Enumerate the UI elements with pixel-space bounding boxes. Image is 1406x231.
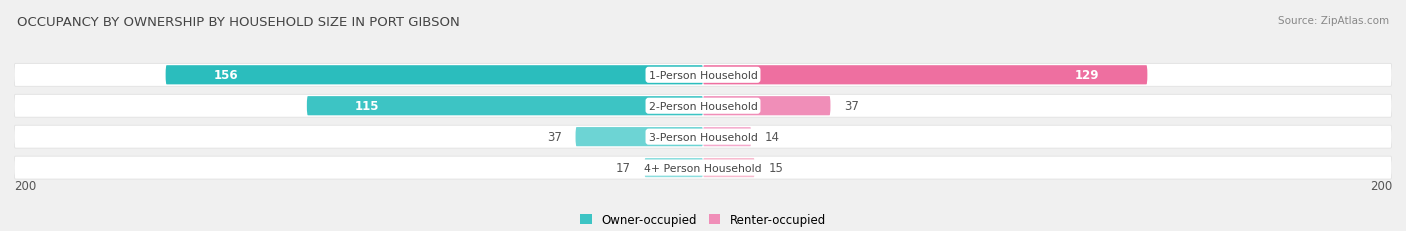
Text: 4+ Person Household: 4+ Person Household xyxy=(644,163,762,173)
Text: 156: 156 xyxy=(214,69,239,82)
FancyBboxPatch shape xyxy=(14,95,1392,118)
Text: 17: 17 xyxy=(616,161,631,174)
FancyBboxPatch shape xyxy=(703,158,755,177)
FancyBboxPatch shape xyxy=(14,156,1392,179)
Text: 3-Person Household: 3-Person Household xyxy=(648,132,758,142)
Text: 1-Person Household: 1-Person Household xyxy=(648,70,758,80)
Text: 115: 115 xyxy=(356,100,380,113)
FancyBboxPatch shape xyxy=(644,158,703,177)
FancyBboxPatch shape xyxy=(14,126,1392,149)
FancyBboxPatch shape xyxy=(166,66,703,85)
FancyBboxPatch shape xyxy=(703,128,751,147)
Legend: Owner-occupied, Renter-occupied: Owner-occupied, Renter-occupied xyxy=(575,209,831,231)
Text: 200: 200 xyxy=(1369,179,1392,192)
Text: 15: 15 xyxy=(769,161,783,174)
FancyBboxPatch shape xyxy=(14,64,1392,87)
Text: 129: 129 xyxy=(1074,69,1099,82)
Text: 37: 37 xyxy=(547,131,562,143)
Text: 14: 14 xyxy=(765,131,780,143)
Text: 37: 37 xyxy=(844,100,859,113)
Text: 200: 200 xyxy=(14,179,37,192)
Text: 2-Person Household: 2-Person Household xyxy=(648,101,758,111)
FancyBboxPatch shape xyxy=(307,97,703,116)
FancyBboxPatch shape xyxy=(703,97,831,116)
FancyBboxPatch shape xyxy=(575,128,703,147)
Text: Source: ZipAtlas.com: Source: ZipAtlas.com xyxy=(1278,16,1389,26)
Text: OCCUPANCY BY OWNERSHIP BY HOUSEHOLD SIZE IN PORT GIBSON: OCCUPANCY BY OWNERSHIP BY HOUSEHOLD SIZE… xyxy=(17,16,460,29)
FancyBboxPatch shape xyxy=(703,66,1147,85)
